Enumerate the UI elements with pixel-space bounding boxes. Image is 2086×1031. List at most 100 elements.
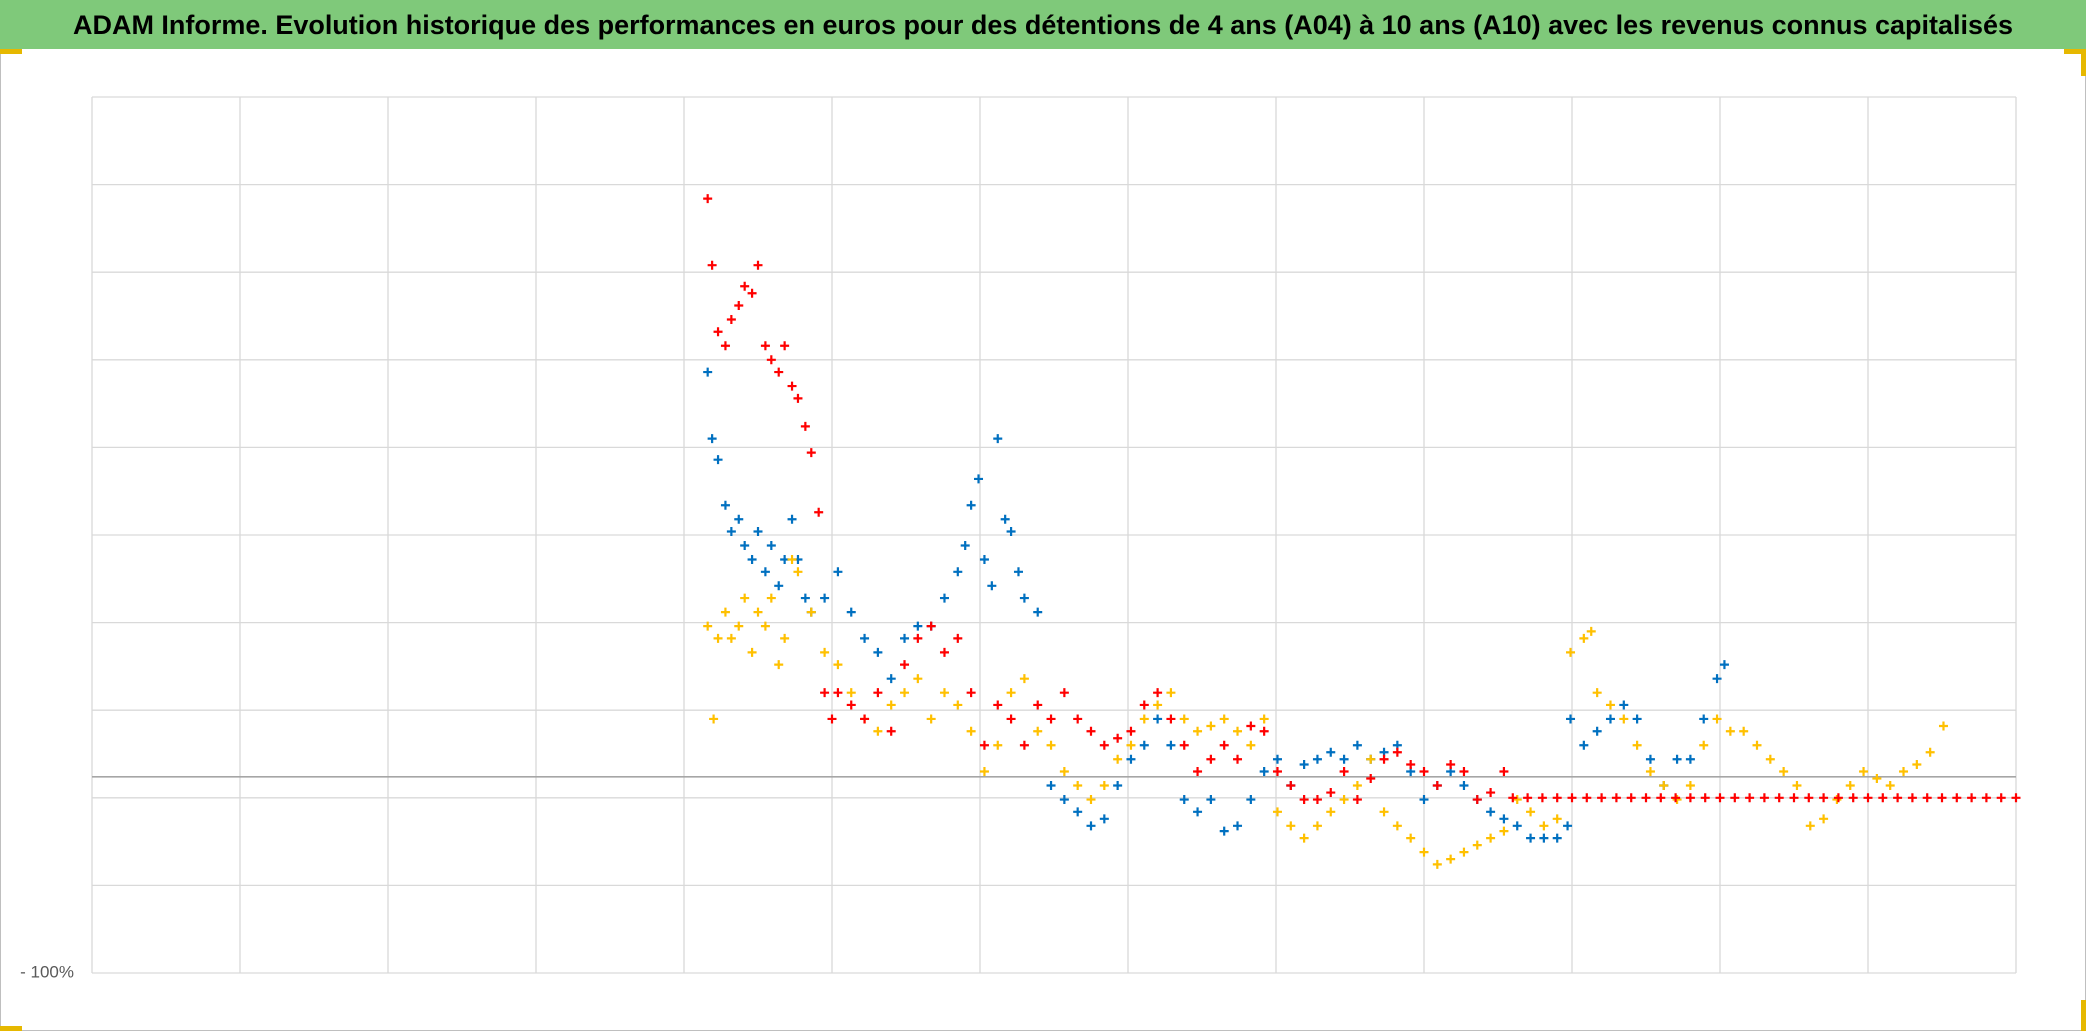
data-point — [1352, 740, 1362, 750]
data-point — [1246, 740, 1256, 750]
data-point — [1086, 821, 1096, 831]
data-point — [1246, 795, 1256, 805]
data-point — [1073, 714, 1083, 724]
data-point — [833, 688, 843, 698]
data-point — [747, 288, 757, 298]
data-point — [1139, 740, 1149, 750]
data-point — [1833, 793, 1843, 803]
data-point — [820, 647, 830, 657]
data-point — [846, 607, 856, 617]
data-point — [734, 621, 744, 631]
data-point — [1259, 767, 1269, 777]
data-point — [1033, 700, 1043, 710]
data-point — [1312, 795, 1322, 805]
data-point — [720, 607, 730, 617]
data-point — [1219, 826, 1229, 836]
data-point — [953, 633, 963, 643]
data-point — [1605, 700, 1615, 710]
data-point — [1719, 660, 1729, 670]
data-point — [1406, 833, 1416, 843]
data-point — [1745, 793, 1755, 803]
data-point — [1099, 781, 1109, 791]
data-point — [1715, 793, 1725, 803]
data-point — [1938, 721, 1948, 731]
data-point — [1872, 774, 1882, 784]
data-point — [886, 726, 896, 736]
data-point — [833, 567, 843, 577]
data-point — [1139, 714, 1149, 724]
data-point — [1645, 767, 1655, 777]
data-point — [1937, 793, 1947, 803]
data-point — [774, 367, 784, 377]
data-point — [713, 327, 723, 337]
data-point — [703, 194, 713, 204]
data-point — [1819, 814, 1829, 824]
data-point — [1859, 767, 1869, 777]
data-point — [1126, 754, 1136, 764]
data-point — [1632, 714, 1642, 724]
data-point — [709, 714, 719, 724]
data-point — [1046, 781, 1056, 791]
corner-mark — [2081, 54, 2086, 76]
data-point — [1552, 814, 1562, 824]
data-point — [1419, 767, 1429, 777]
data-point — [1789, 793, 1799, 803]
data-point — [1166, 740, 1176, 750]
data-point — [1712, 714, 1722, 724]
data-point — [1046, 740, 1056, 750]
data-point — [1219, 740, 1229, 750]
data-point — [1326, 747, 1336, 757]
data-point — [713, 633, 723, 643]
data-point — [1552, 833, 1562, 843]
data-point — [1641, 793, 1651, 803]
data-point — [1166, 714, 1176, 724]
data-point — [1126, 726, 1136, 736]
data-point — [1699, 740, 1709, 750]
data-point — [1582, 793, 1592, 803]
data-point — [1059, 688, 1069, 698]
data-point — [987, 581, 997, 591]
data-point — [860, 714, 870, 724]
data-point — [1579, 740, 1589, 750]
data-point — [979, 767, 989, 777]
data-point — [873, 647, 883, 657]
data-point — [726, 633, 736, 643]
data-point — [926, 621, 936, 631]
data-point — [1996, 793, 2006, 803]
data-point — [1563, 821, 1573, 831]
data-point — [1725, 726, 1735, 736]
data-point — [966, 726, 976, 736]
corner-mark — [2064, 49, 2086, 54]
data-point — [760, 621, 770, 631]
data-point — [1981, 793, 1991, 803]
data-point — [1907, 793, 1917, 803]
data-point — [734, 514, 744, 524]
data-point — [1685, 781, 1695, 791]
data-point — [1893, 793, 1903, 803]
data-point — [1099, 814, 1109, 824]
data-point — [1379, 754, 1389, 764]
data-point — [1326, 807, 1336, 817]
data-point — [1259, 726, 1269, 736]
data-point — [760, 567, 770, 577]
data-point — [1432, 859, 1442, 869]
data-point — [1967, 793, 1977, 803]
data-point — [1611, 793, 1621, 803]
data-point — [1567, 793, 1577, 803]
data-point — [1899, 767, 1909, 777]
data-point — [747, 555, 757, 565]
data-point — [1406, 760, 1416, 770]
data-point — [993, 700, 1003, 710]
data-point — [1922, 793, 1932, 803]
data-point — [1499, 826, 1509, 836]
data-point — [753, 607, 763, 617]
data-point — [753, 260, 763, 270]
data-point — [1339, 795, 1349, 805]
data-point — [979, 740, 989, 750]
data-point — [1000, 514, 1010, 524]
data-point — [1878, 793, 1888, 803]
data-point — [780, 341, 790, 351]
data-point — [1099, 740, 1109, 750]
data-point — [873, 726, 883, 736]
data-point — [1486, 788, 1496, 798]
